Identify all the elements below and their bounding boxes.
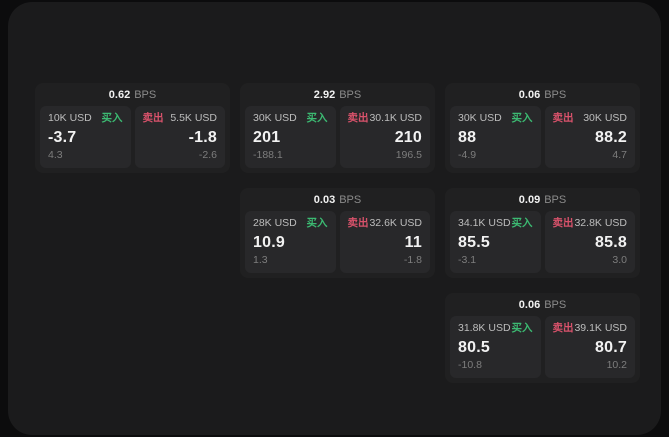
sell-amount: 39.1K USD xyxy=(574,322,627,334)
bps-header: 0.03 BPS xyxy=(240,188,435,211)
sell-amount: 32.8K USD xyxy=(574,217,627,229)
buy-side-label: 买入 xyxy=(511,217,533,229)
sell-side-label: 卖出 xyxy=(142,112,164,124)
buy-amount: 31.8K USD xyxy=(458,322,511,334)
buy-sub-value: 4.3 xyxy=(48,149,63,161)
buy-sub-value: -4.9 xyxy=(458,149,477,161)
quote-card: 0.06 BPS 30K USD 买入 88 -4.9 卖出 30K USD 8… xyxy=(445,83,640,173)
buy-sub-value: -188.1 xyxy=(253,149,283,161)
sell-amount: 5.5K USD xyxy=(170,112,217,124)
bps-header: 0.06 BPS xyxy=(445,293,640,316)
quote-card: 0.06 BPS 31.8K USD 买入 80.5 -10.8 卖出 39.1… xyxy=(445,293,640,383)
buy-side-label: 买入 xyxy=(306,217,328,229)
buy-panel[interactable]: 10K USD 买入 -3.7 4.3 xyxy=(40,106,131,168)
quote-panels: 31.8K USD 买入 80.5 -10.8 卖出 39.1K USD 80.… xyxy=(450,316,635,378)
sell-price: -1.8 xyxy=(188,128,217,146)
sell-sub-value: -1.8 xyxy=(403,254,422,266)
buy-amount: 28K USD xyxy=(253,217,297,229)
sell-sub-value: 196.5 xyxy=(395,149,422,161)
sell-panel[interactable]: 卖出 5.5K USD -1.8 -2.6 xyxy=(134,106,225,168)
sell-panel[interactable]: 卖出 30K USD 88.2 4.7 xyxy=(544,106,635,168)
sell-amount: 30.1K USD xyxy=(369,112,422,124)
quote-card: 2.92 BPS 30K USD 买入 201 -188.1 卖出 30.1K … xyxy=(240,83,435,173)
quote-card: 0.62 BPS 10K USD 买入 -3.7 4.3 卖出 5.5K USD… xyxy=(35,83,230,173)
sell-side-label: 卖出 xyxy=(552,322,574,334)
sell-sub-value: 4.7 xyxy=(612,149,627,161)
sell-sub-value: 3.0 xyxy=(612,254,627,266)
buy-panel[interactable]: 30K USD 买入 201 -188.1 xyxy=(245,106,336,168)
bps-unit-label: BPS xyxy=(544,88,567,101)
bps-unit-label: BPS xyxy=(339,193,362,206)
sell-sub-value: -2.6 xyxy=(198,149,217,161)
buy-price: -3.7 xyxy=(48,128,77,146)
quote-panels: 34.1K USD 买入 85.5 -3.1 卖出 32.8K USD 85.8… xyxy=(450,211,635,273)
buy-side-label: 买入 xyxy=(511,322,533,334)
sell-amount: 30K USD xyxy=(583,112,627,124)
buy-sub-value: -10.8 xyxy=(458,359,482,371)
quote-panels: 30K USD 买入 201 -188.1 卖出 30.1K USD 210 1… xyxy=(245,106,430,168)
buy-price: 201 xyxy=(253,128,281,146)
buy-amount: 10K USD xyxy=(48,112,92,124)
bps-value: 0.09 xyxy=(518,193,541,206)
buy-amount: 34.1K USD xyxy=(458,217,511,229)
sell-amount: 32.6K USD xyxy=(369,217,422,229)
sell-panel[interactable]: 卖出 32.6K USD 11 -1.8 xyxy=(339,211,430,273)
trading-quotes-window: 0.62 BPS 10K USD 买入 -3.7 4.3 卖出 5.5K USD… xyxy=(8,2,661,435)
buy-side-label: 买入 xyxy=(306,112,328,124)
buy-sub-value: -3.1 xyxy=(458,254,477,266)
quote-panels: 10K USD 买入 -3.7 4.3 卖出 5.5K USD -1.8 -2.… xyxy=(40,106,225,168)
buy-amount: 30K USD xyxy=(458,112,502,124)
buy-panel[interactable]: 28K USD 买入 10.9 1.3 xyxy=(245,211,336,273)
buy-amount: 30K USD xyxy=(253,112,297,124)
bps-value: 2.92 xyxy=(313,88,336,101)
buy-panel[interactable]: 34.1K USD 买入 85.5 -3.1 xyxy=(450,211,541,273)
sell-sub-value: 10.2 xyxy=(606,359,627,371)
buy-price: 80.5 xyxy=(458,338,490,356)
buy-price: 88 xyxy=(458,128,477,146)
buy-panel[interactable]: 31.8K USD 买入 80.5 -10.8 xyxy=(450,316,541,378)
bps-value: 0.06 xyxy=(518,88,541,101)
bps-header: 2.92 BPS xyxy=(240,83,435,106)
bps-value: 0.06 xyxy=(518,298,541,311)
sell-side-label: 卖出 xyxy=(347,217,369,229)
sell-panel[interactable]: 卖出 30.1K USD 210 196.5 xyxy=(339,106,430,168)
sell-price: 11 xyxy=(404,233,422,251)
sell-price: 88.2 xyxy=(595,128,627,146)
sell-panel[interactable]: 卖出 32.8K USD 85.8 3.0 xyxy=(544,211,635,273)
bps-unit-label: BPS xyxy=(544,298,567,311)
buy-price: 85.5 xyxy=(458,233,490,251)
sell-side-label: 卖出 xyxy=(552,217,574,229)
buy-side-label: 买入 xyxy=(101,112,123,124)
buy-sub-value: 1.3 xyxy=(253,254,268,266)
sell-price: 210 xyxy=(394,128,422,146)
bps-value: 0.03 xyxy=(313,193,336,206)
buy-side-label: 买入 xyxy=(511,112,533,124)
sell-side-label: 卖出 xyxy=(347,112,369,124)
bps-value: 0.62 xyxy=(108,88,131,101)
buy-panel[interactable]: 30K USD 买入 88 -4.9 xyxy=(450,106,541,168)
bps-unit-label: BPS xyxy=(544,193,567,206)
sell-price: 80.7 xyxy=(595,338,627,356)
quote-card: 0.09 BPS 34.1K USD 买入 85.5 -3.1 卖出 32.8K… xyxy=(445,188,640,278)
sell-panel[interactable]: 卖出 39.1K USD 80.7 10.2 xyxy=(544,316,635,378)
bps-header: 0.09 BPS xyxy=(445,188,640,211)
sell-side-label: 卖出 xyxy=(552,112,574,124)
bps-unit-label: BPS xyxy=(339,88,362,101)
bps-header: 0.62 BPS xyxy=(35,83,230,106)
quote-panels: 28K USD 买入 10.9 1.3 卖出 32.6K USD 11 -1.8 xyxy=(245,211,430,273)
quote-panels: 30K USD 买入 88 -4.9 卖出 30K USD 88.2 4.7 xyxy=(450,106,635,168)
quote-card: 0.03 BPS 28K USD 买入 10.9 1.3 卖出 32.6K US… xyxy=(240,188,435,278)
bps-header: 0.06 BPS xyxy=(445,83,640,106)
bps-unit-label: BPS xyxy=(134,88,157,101)
buy-price: 10.9 xyxy=(253,233,285,251)
sell-price: 85.8 xyxy=(595,233,627,251)
